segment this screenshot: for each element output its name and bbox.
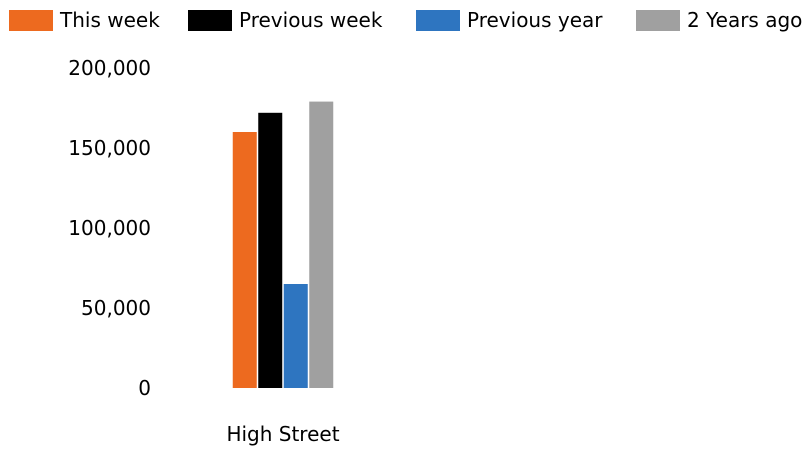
bar — [232, 132, 257, 388]
legend-swatch — [9, 10, 53, 31]
y-tick-label: 150,000 — [68, 136, 151, 160]
y-tick-label: 0 — [138, 376, 151, 400]
legend: This week Previous week Previous year 2 Yea… — [9, 8, 802, 32]
y-tick-label: 50,000 — [81, 296, 151, 320]
legend-item: 2 Years ago — [636, 8, 802, 32]
y-axis: 0 50,000 100,000 150,000 200,000 — [68, 56, 151, 400]
bars — [232, 101, 334, 389]
legend-label: This week — [59, 8, 160, 32]
x-axis: High Street — [226, 422, 339, 446]
legend-item: Previous year — [416, 8, 603, 32]
legend-item: This week — [9, 8, 160, 32]
legend-swatch — [636, 10, 680, 31]
bar — [283, 284, 308, 388]
legend-swatch — [188, 10, 232, 31]
y-tick-label: 200,000 — [68, 56, 151, 80]
y-tick-label: 100,000 — [68, 216, 151, 240]
legend-label: Previous year — [467, 8, 603, 32]
bar — [258, 112, 283, 389]
legend-label: Previous week — [239, 8, 383, 32]
legend-swatch — [416, 10, 460, 31]
x-tick-label: High Street — [226, 422, 339, 446]
legend-label: 2 Years ago — [687, 8, 802, 32]
legend-item: Previous week — [188, 8, 383, 32]
bar — [309, 101, 334, 388]
